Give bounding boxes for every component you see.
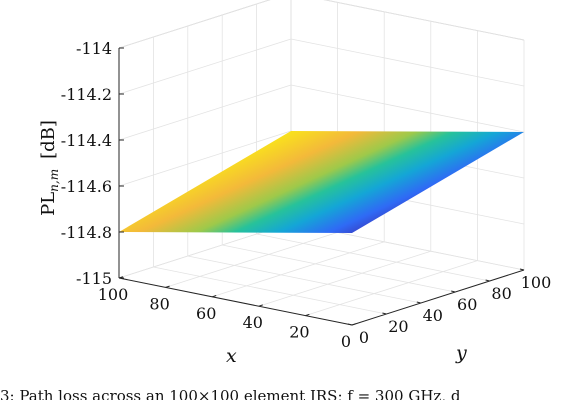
y-tick-mark [382, 312, 387, 315]
floor-grid-line [305, 260, 478, 316]
y-tick-mark [519, 268, 525, 271]
z-axis-label-sub: n,m [47, 169, 61, 192]
floor-grid-line [187, 255, 421, 304]
back-edge [118, 0, 271, 49]
z-axis-label-unit: [dB] [38, 120, 59, 159]
y-tick-label: 0 [359, 328, 369, 347]
floor-grid-line [258, 250, 431, 307]
y-axis-line [351, 269, 525, 326]
x-axis-label: x [226, 345, 237, 367]
x-tick-label: 80 [149, 294, 169, 313]
wall-grid-line [118, 0, 271, 49]
y-tick-label: 100 [521, 273, 552, 292]
z-tick-label: -115 [76, 269, 112, 288]
z-tick-label: -114.6 [61, 177, 112, 196]
z-axis-label-main: PL [38, 192, 59, 216]
x-tick-label: 100 [98, 285, 129, 304]
z-tick-label: -114.8 [61, 223, 112, 242]
x-tick-label: 0 [341, 332, 351, 351]
floor-grid-line [165, 232, 338, 288]
x-tick-mark [305, 313, 310, 317]
y-axis-label: y [455, 342, 467, 364]
z-tick-label: -114.2 [61, 85, 112, 104]
wall-grid-line [290, 84, 525, 133]
wall-grid-line [323, 0, 525, 41]
floor-grid-line [212, 241, 385, 298]
floor-grid-line [222, 244, 456, 293]
surface-plane [119, 131, 524, 233]
x-tick-label: 60 [196, 304, 216, 323]
y-tick-label: 80 [491, 284, 511, 303]
y-tick-label: 40 [423, 306, 443, 325]
y-tick-label: 60 [457, 295, 477, 314]
x-tick-mark [351, 323, 357, 326]
z-tick-label: -114 [76, 39, 112, 58]
x-tick-mark [258, 304, 263, 307]
x-axis-line [118, 277, 353, 326]
x-tick-label: 20 [289, 323, 309, 342]
figure-caption: 3: Path loss across an 100×100 element I… [0, 387, 461, 400]
wall-grid-line [290, 38, 525, 87]
wall-grid-line [118, 38, 292, 95]
wall-grid-line [118, 84, 292, 141]
x-tick-mark [212, 295, 217, 298]
y-tick-mark [451, 290, 456, 293]
floor-grid-line [256, 233, 490, 282]
axis-ticks: 0 20 40 60 80 100 0 20 40 60 80 100 -114 -114.2 -114.4… [61, 39, 551, 351]
x-tick-mark [165, 285, 170, 288]
x-tick-label: 40 [243, 313, 263, 332]
y-tick-mark [485, 279, 490, 282]
surface [119, 131, 524, 233]
y-tick-label: 20 [388, 317, 408, 336]
back-edge [323, 0, 525, 41]
wall-grid-line [118, 130, 292, 187]
floor-grid-line [153, 266, 387, 315]
y-tick-mark [416, 301, 421, 304]
z-axis-label: PLn,m [dB] [38, 120, 61, 216]
y-tick-mark [347, 323, 353, 326]
z-tick-label: -114.4 [61, 131, 112, 150]
